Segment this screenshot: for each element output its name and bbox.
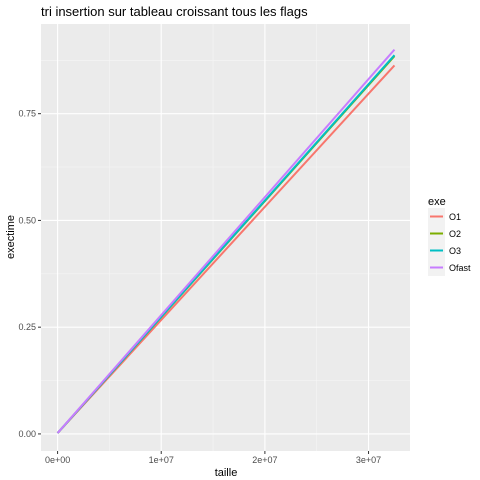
legend-title: exe <box>428 196 446 208</box>
x-tick-label: 3e+07 <box>356 455 381 465</box>
y-tick-label: 0.50 <box>18 215 36 225</box>
x-tick-label: 1e+07 <box>149 455 174 465</box>
y-tick-label: 0.25 <box>18 322 36 332</box>
legend-label: O3 <box>449 246 461 256</box>
legend-label: O2 <box>449 229 461 239</box>
series-line-o1 <box>56 64 396 434</box>
legend: exe O1 O2 O3 Ofast <box>428 196 471 276</box>
chart-title: tri insertion sur tableau croissant tous… <box>41 4 308 19</box>
y-tick-label: 0.75 <box>18 109 36 119</box>
legend-item-o3: O3 <box>428 242 461 259</box>
legend-item-o2: O2 <box>428 225 461 242</box>
x-axis: 0e+00 1e+07 2e+07 3e+07 <box>45 451 381 465</box>
x-tick-label: 0e+00 <box>45 455 70 465</box>
legend-item-ofast: Ofast <box>428 259 471 276</box>
legend-label: O1 <box>449 212 461 222</box>
y-axis-label: exectime <box>5 215 17 259</box>
x-tick-label: 2e+07 <box>252 455 277 465</box>
legend-label: Ofast <box>449 263 471 273</box>
series-lines <box>56 48 396 434</box>
x-axis-label: taille <box>215 467 238 479</box>
plot-panel <box>41 24 410 451</box>
series-line-ofast <box>56 48 396 434</box>
legend-item-o1: O1 <box>428 208 461 225</box>
y-tick-label: 0.00 <box>18 429 36 439</box>
y-axis: 0.00 0.25 0.50 0.75 <box>18 109 41 439</box>
